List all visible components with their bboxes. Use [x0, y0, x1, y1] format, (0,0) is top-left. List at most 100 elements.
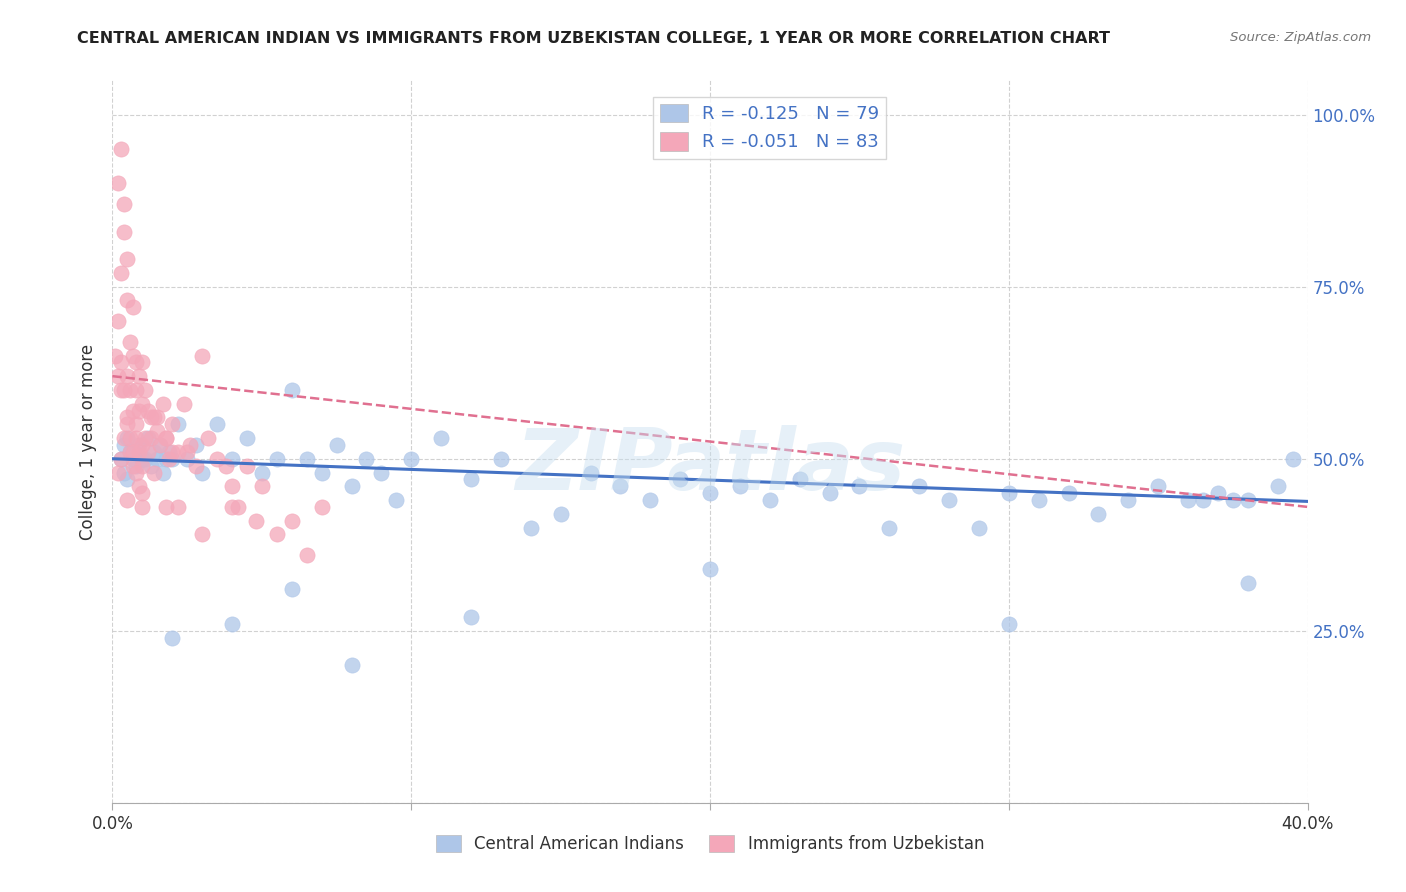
Point — [186, 458, 208, 473]
Point — [114, 197, 135, 211]
Point — [131, 458, 153, 473]
Point — [128, 479, 150, 493]
Point — [281, 383, 304, 397]
Point — [245, 514, 267, 528]
Point — [295, 548, 318, 562]
Point — [848, 479, 870, 493]
Point — [125, 355, 148, 369]
Point — [125, 458, 148, 473]
Point — [125, 431, 148, 445]
Point — [134, 431, 156, 445]
Point — [134, 383, 156, 397]
Point — [1237, 575, 1260, 590]
Point — [191, 466, 214, 480]
Point — [143, 410, 166, 425]
Point — [266, 451, 288, 466]
Point — [131, 397, 153, 411]
Point — [128, 438, 150, 452]
Point — [110, 383, 132, 397]
Point — [117, 252, 139, 267]
Point — [122, 301, 145, 315]
Point — [460, 472, 482, 486]
Point — [281, 582, 304, 597]
Point — [236, 458, 259, 473]
Point — [250, 466, 273, 480]
Point — [967, 520, 990, 534]
Point — [155, 500, 177, 514]
Point — [117, 472, 139, 486]
Text: Source: ZipAtlas.com: Source: ZipAtlas.com — [1230, 31, 1371, 45]
Point — [141, 410, 163, 425]
Point — [122, 451, 145, 466]
Point — [125, 383, 148, 397]
Point — [155, 431, 177, 445]
Point — [104, 349, 127, 363]
Point — [157, 451, 180, 466]
Point — [120, 431, 142, 445]
Point — [609, 479, 631, 493]
Point — [205, 451, 228, 466]
Point — [110, 142, 132, 156]
Point — [356, 451, 378, 466]
Point — [110, 355, 132, 369]
Point — [131, 355, 153, 369]
Point — [131, 486, 153, 500]
Point — [1192, 493, 1215, 508]
Point — [167, 417, 190, 432]
Point — [120, 445, 142, 459]
Point — [176, 445, 198, 459]
Point — [143, 445, 166, 459]
Point — [579, 466, 602, 480]
Point — [1206, 486, 1229, 500]
Point — [167, 445, 190, 459]
Point — [385, 493, 408, 508]
Point — [1118, 493, 1140, 508]
Point — [460, 610, 482, 624]
Point — [110, 266, 132, 280]
Point — [176, 451, 198, 466]
Point — [155, 451, 177, 466]
Point — [370, 466, 392, 480]
Point — [191, 527, 214, 541]
Point — [146, 410, 169, 425]
Point — [131, 451, 153, 466]
Point — [143, 466, 166, 480]
Point — [311, 500, 333, 514]
Point — [107, 314, 129, 328]
Point — [114, 225, 135, 239]
Point — [162, 445, 183, 459]
Point — [699, 562, 721, 576]
Point — [281, 514, 304, 528]
Point — [122, 349, 145, 363]
Point — [818, 486, 841, 500]
Point — [908, 479, 931, 493]
Point — [131, 438, 153, 452]
Point — [520, 520, 543, 534]
Point — [131, 451, 153, 466]
Point — [173, 397, 195, 411]
Legend: Central American Indians, Immigrants from Uzbekistan: Central American Indians, Immigrants fro… — [429, 828, 991, 860]
Point — [107, 466, 129, 480]
Point — [998, 616, 1021, 631]
Point — [250, 479, 273, 493]
Point — [117, 417, 139, 432]
Point — [295, 451, 318, 466]
Point — [125, 417, 148, 432]
Point — [125, 466, 148, 480]
Point — [120, 334, 142, 349]
Point — [401, 451, 423, 466]
Point — [162, 417, 183, 432]
Point — [699, 486, 721, 500]
Point — [117, 369, 139, 384]
Point — [155, 431, 177, 445]
Point — [197, 431, 219, 445]
Point — [138, 445, 160, 459]
Point — [128, 369, 150, 384]
Point — [157, 445, 180, 459]
Point — [128, 445, 150, 459]
Point — [340, 479, 363, 493]
Point — [1267, 479, 1289, 493]
Point — [149, 438, 172, 452]
Point — [134, 451, 156, 466]
Point — [128, 403, 150, 417]
